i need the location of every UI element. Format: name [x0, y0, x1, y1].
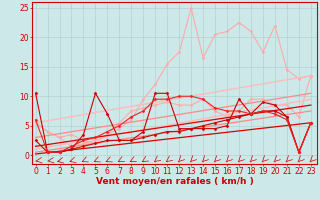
X-axis label: Vent moyen/en rafales ( km/h ): Vent moyen/en rafales ( km/h )	[96, 177, 253, 186]
